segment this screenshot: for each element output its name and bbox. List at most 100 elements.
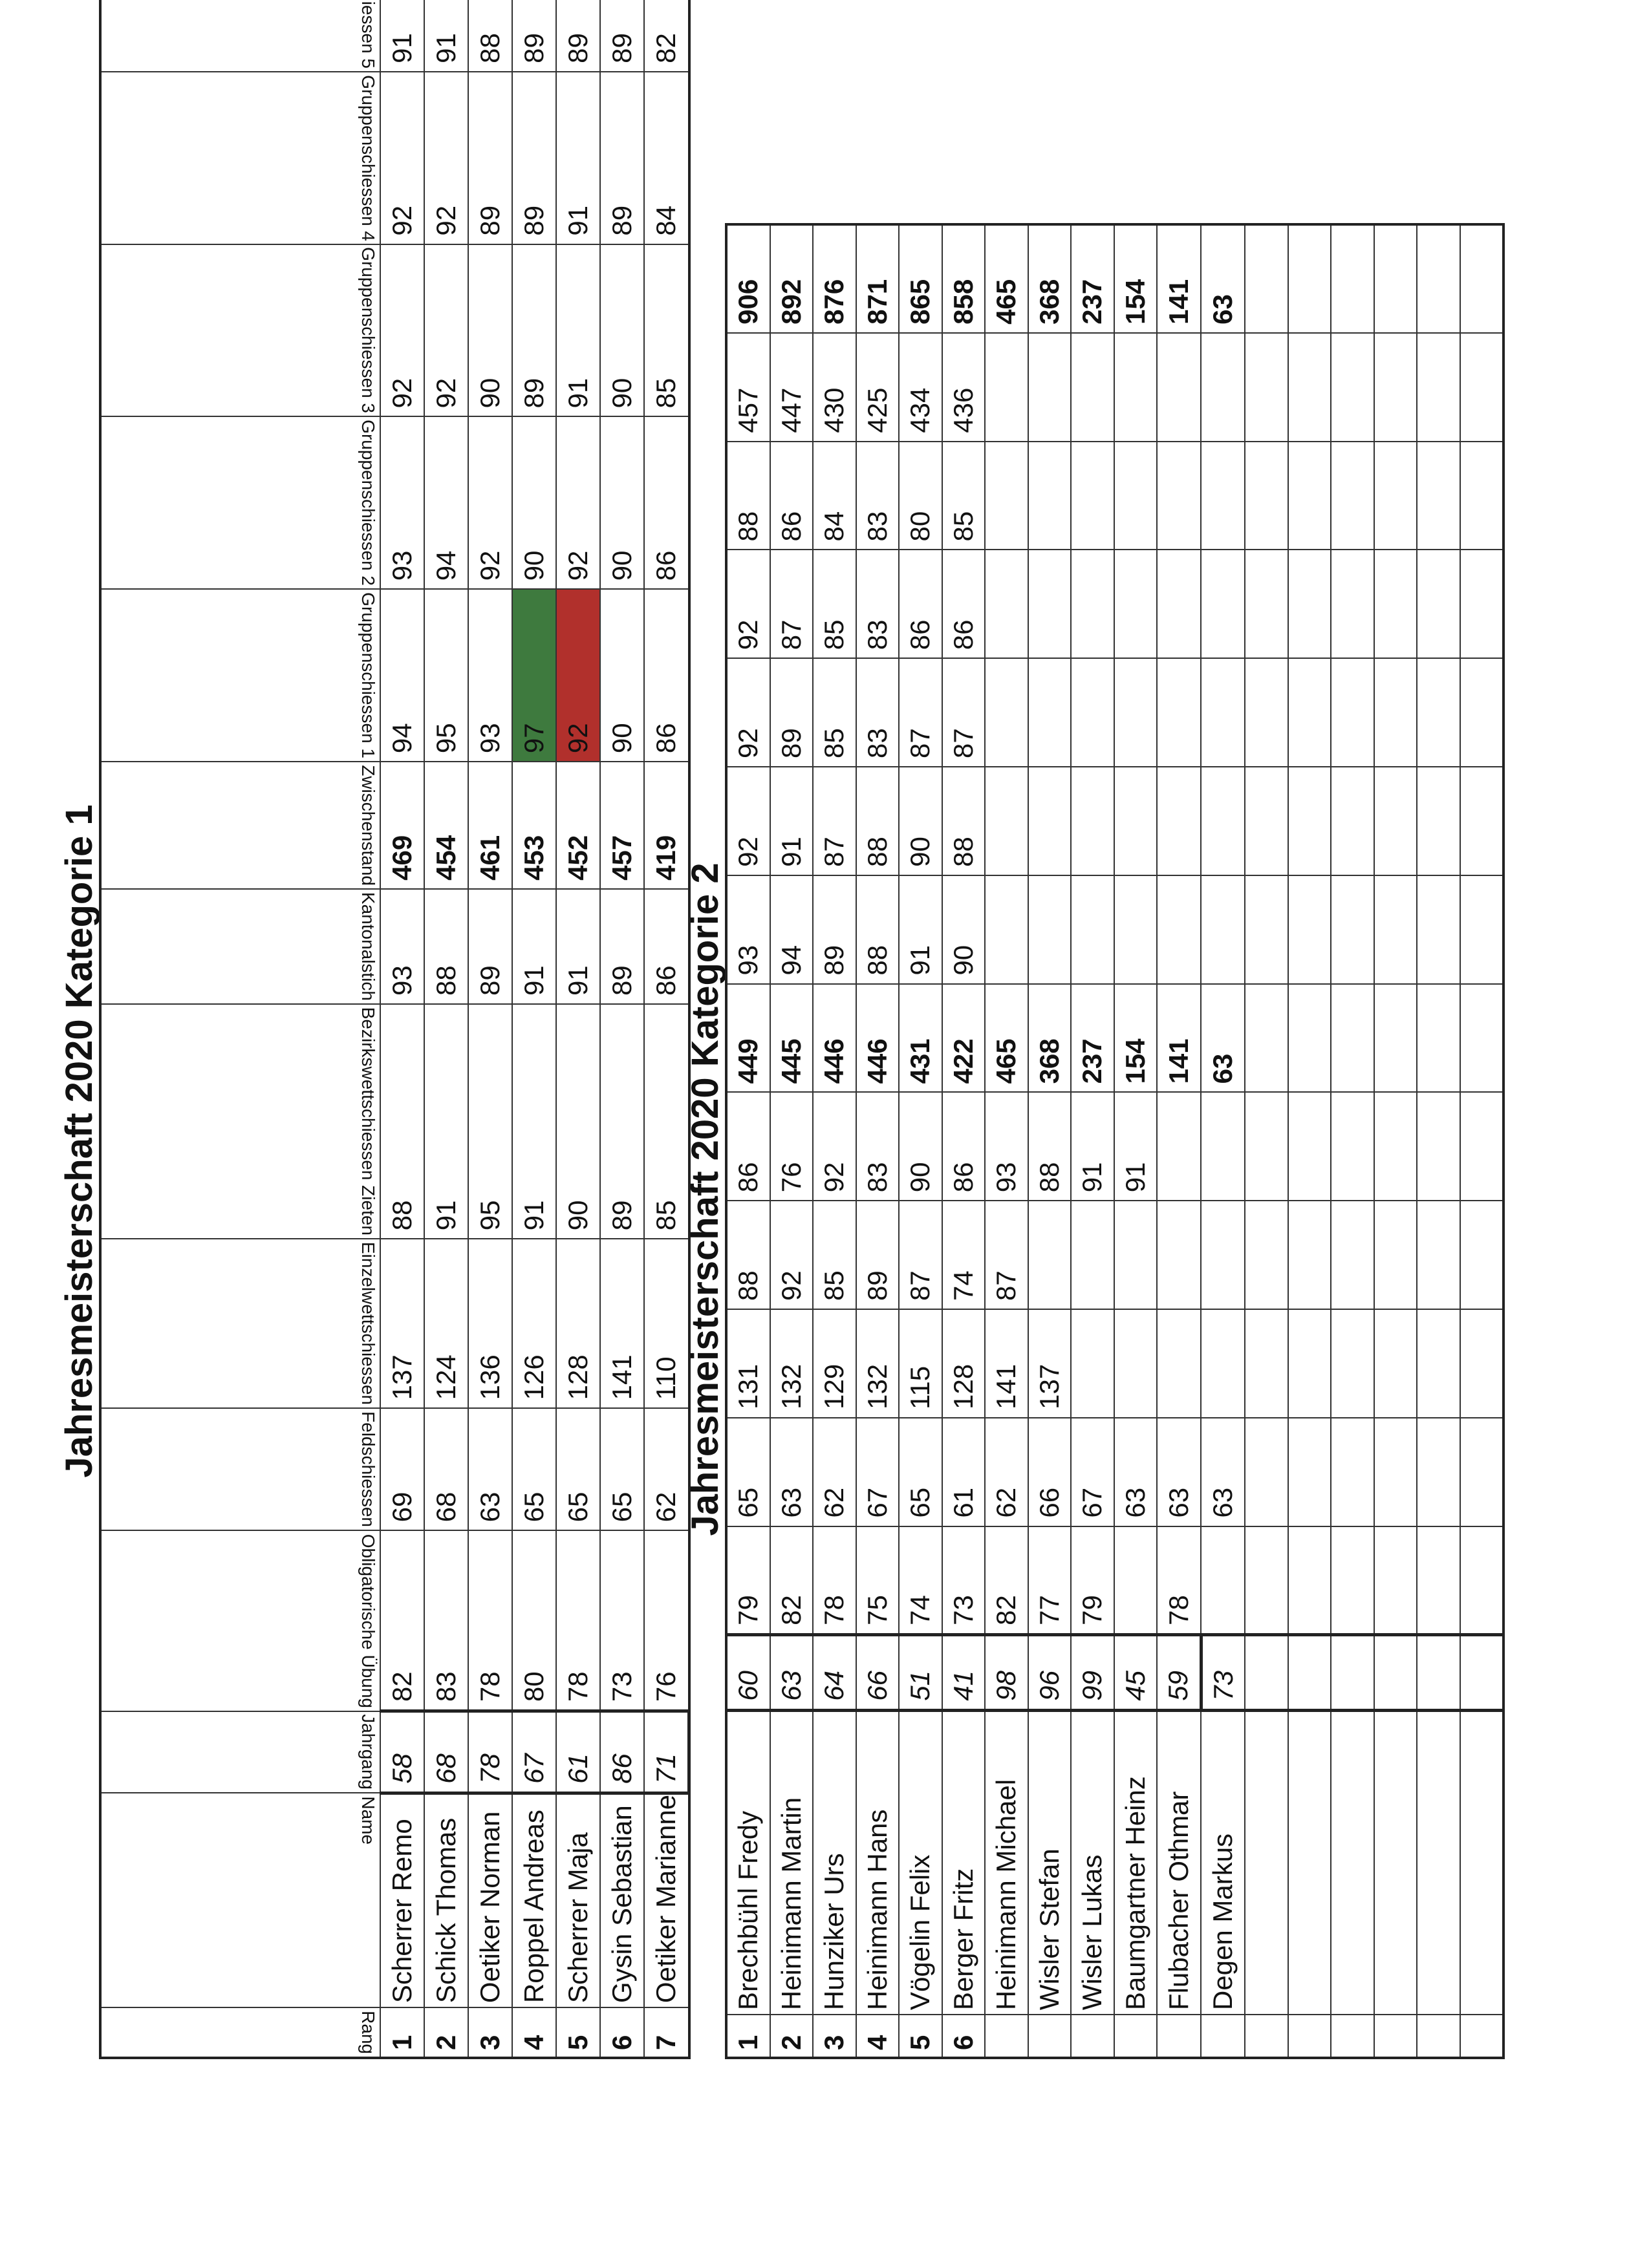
cell-einzelwettschiessen: [1114, 1309, 1157, 1418]
column-header-label: Feldschiessen: [358, 1411, 378, 1528]
column-header-jahrgang: Jahrgang: [100, 1711, 380, 1793]
cell-kantonalstich: [1288, 1092, 1331, 1201]
cell-gruppenschiessen-3: [1114, 658, 1157, 767]
cell-einzelwettschiessen: [1245, 1309, 1288, 1418]
table-row: 3 Oetiker Norman 78 78 63 136 95 89 461 93 92 90 89 8…: [468, 0, 512, 2058]
cell-total-5-gruppenschiessen: 425: [856, 332, 899, 442]
column-header-label: Kantonalstich: [358, 892, 378, 1001]
table-row: 6 Berger Fritz 41 73 61 128 74 86 422 90 88 87 86 85 4…: [942, 224, 985, 2058]
cell-gruppenschiessen-4: [1460, 550, 1503, 659]
cell-kantonalstich: 89: [600, 888, 644, 1004]
cell-gruppenschiessen-2: 87: [813, 767, 856, 875]
cell-gruppenschiessen-1: [1028, 875, 1071, 984]
table-row: 1 Brechbühl Fredy 60 79 65 131 88 86 449 93 92 92 92…: [726, 224, 770, 2058]
cell-jahrgang: 45: [1114, 1634, 1157, 1711]
cell-einzelwettschiessen: 128: [556, 1239, 600, 1409]
cell-name: Berger Fritz: [942, 1710, 985, 2015]
cell-feldschiessen: 63: [770, 1417, 813, 1526]
column-header-gruppenschiessen-4: Gruppenschiessen 4: [100, 71, 380, 244]
cell-gruppenschiessen-4: 89: [600, 71, 644, 244]
cell-kantonalstich: 93: [380, 888, 424, 1004]
cell-bezirkswettschiessen: 89: [856, 1201, 899, 1309]
cell-obligatorische-uebung: 79: [726, 1526, 770, 1635]
cell-gruppenschiessen-1: 89: [813, 875, 856, 984]
column-header-label: Einzelwettschiessen: [358, 1242, 378, 1406]
cell-zwischenstand: [1374, 983, 1417, 1093]
table-row: [1460, 224, 1503, 2058]
cell-gruppenschiessen-2: [985, 767, 1028, 875]
cell-jahrgang: 59: [1157, 1634, 1201, 1711]
cell-gruppenschiessen-4: [1288, 550, 1331, 659]
cell-kantonalstich: 76: [770, 1092, 813, 1201]
cell-gruppenschiessen-4: 91: [556, 71, 600, 244]
cell-zwischenstand: 457: [600, 762, 644, 889]
cell-rang: 6: [600, 2007, 644, 2058]
cell-obligatorische-uebung: 78: [1157, 1526, 1201, 1635]
cell-bezirkswettschiessen: 92: [770, 1201, 813, 1309]
cell-gruppenschiessen-3: [1028, 658, 1071, 767]
cell-jahrgang: 41: [942, 1634, 985, 1711]
cell-gruppenschiessen-3: 92: [380, 244, 424, 417]
cell-rang: 2: [424, 2007, 468, 2058]
cell-feldschiessen: [1288, 1417, 1331, 1526]
cell-gruppenschiessen-3: 85: [644, 244, 689, 417]
cell-total: 465: [985, 224, 1028, 333]
cell-bezirkswettschiessen: 88: [726, 1201, 770, 1309]
cell-obligatorische-uebung: 82: [380, 1530, 424, 1711]
cell-kantonalstich: 89: [468, 888, 512, 1004]
cell-gruppenschiessen-1-highlighted: 97: [512, 589, 556, 762]
cell-gruppenschiessen-3: [1288, 658, 1331, 767]
cell-rang: [1114, 2015, 1157, 2058]
cell-obligatorische-uebung: [1245, 1526, 1288, 1635]
results-table-kategorie-1: Rang Name Jahrgang Obligatorische Übung Feld…: [99, 0, 691, 2059]
table-row: [1374, 224, 1417, 2058]
cell-total-5-gruppenschiessen: [1201, 332, 1245, 442]
cell-gruppenschiessen-1: 94: [380, 589, 424, 762]
cell-kantonalstich: 88: [424, 888, 468, 1004]
cell-gruppenschiessen-5: [1374, 441, 1417, 550]
cell-rang: [1201, 2015, 1245, 2058]
column-header-einzelwettschiessen: Einzelwettschiessen: [100, 1239, 380, 1409]
cell-feldschiessen: [1374, 1417, 1417, 1526]
cell-gruppenschiessen-1: [1288, 875, 1331, 984]
cell-gruppenschiessen-1: [1157, 875, 1201, 984]
cell-zwischenstand: 368: [1028, 983, 1071, 1093]
cell-einzelwettschiessen: [1417, 1309, 1460, 1418]
cell-jahrgang: 66: [856, 1634, 899, 1711]
cell-rang: [1331, 2015, 1374, 2058]
cell-feldschiessen: [1417, 1417, 1460, 1526]
cell-jahrgang: 99: [1071, 1634, 1114, 1711]
cell-name: Scherrer Maja: [556, 1793, 600, 2008]
cell-name: Wisler Stefan: [1028, 1710, 1071, 2015]
table-row: [1417, 224, 1460, 2058]
cell-bezirkswettschiessen: 90: [556, 1004, 600, 1239]
cell-total-5-gruppenschiessen: 447: [770, 332, 813, 442]
table-row: 5 Vögelin Felix 51 74 65 115 87 90 431 91 90 87 86 80…: [899, 224, 942, 2058]
cell-gruppenschiessen-2: 92: [556, 416, 600, 590]
cell-gruppenschiessen-4: [1028, 550, 1071, 659]
cell-gruppenschiessen-1-highlighted: 92: [556, 589, 600, 762]
cell-name: Heinimann Hans: [856, 1710, 899, 2015]
cell-name: Wisler Lukas: [1071, 1710, 1114, 2015]
cell-gruppenschiessen-2: 90: [899, 767, 942, 875]
cell-bezirkswettschiessen: [1071, 1201, 1114, 1309]
cell-bezirkswettschiessen: [1245, 1201, 1288, 1309]
cell-gruppenschiessen-2: [1157, 767, 1201, 875]
cell-gruppenschiessen-1: 95: [424, 589, 468, 762]
cell-obligatorische-uebung: 82: [770, 1526, 813, 1635]
cell-name: Roppel Andreas: [512, 1793, 556, 2008]
cell-gruppenschiessen-2: [1374, 767, 1417, 875]
cell-einzelwettschiessen: 141: [985, 1309, 1028, 1418]
cell-total: 154: [1114, 224, 1157, 333]
cell-jahrgang: 61: [556, 1711, 600, 1793]
cell-bezirkswettschiessen: 88: [380, 1004, 424, 1239]
cell-feldschiessen: 65: [899, 1417, 942, 1526]
cell-gruppenschiessen-4: [1157, 550, 1201, 659]
cell-rang: [985, 2015, 1028, 2058]
cell-jahrgang: [1331, 1634, 1374, 1711]
cell-gruppenschiessen-1: [1417, 875, 1460, 984]
cell-zwischenstand: 237: [1071, 983, 1114, 1093]
cell-obligatorische-uebung: 78: [468, 1530, 512, 1711]
cell-total-5-gruppenschiessen: 436: [942, 332, 985, 442]
cell-gruppenschiessen-3: 89: [770, 658, 813, 767]
